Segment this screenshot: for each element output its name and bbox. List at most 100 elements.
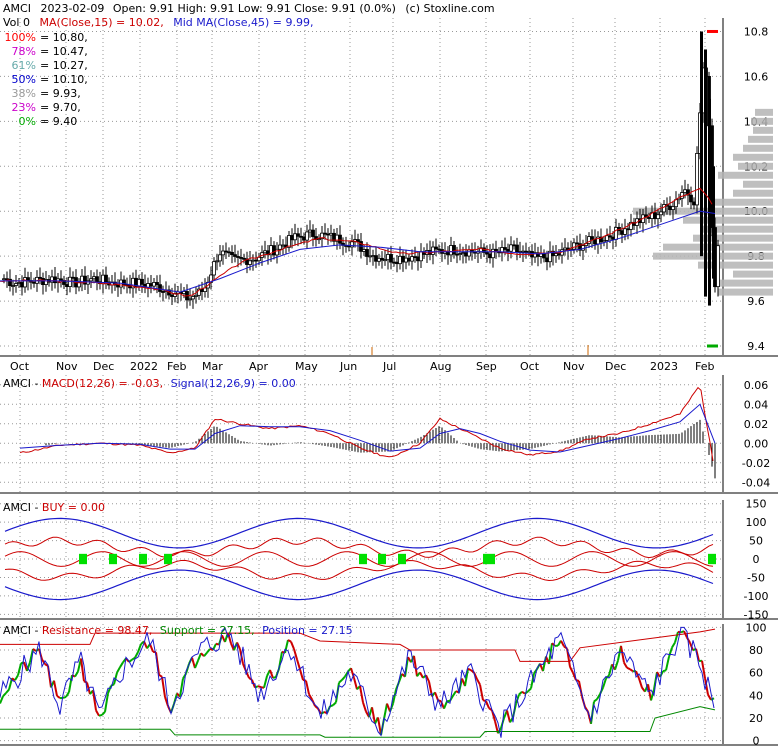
srp-price-step [518,691,523,696]
srp-price-step [596,693,601,700]
candle-body [608,235,612,238]
candle-body [263,250,267,254]
srp-price-step [194,660,199,669]
candle-body [287,235,291,248]
buy-marker [164,553,172,565]
fib-pct-label: 0% [19,115,36,128]
fib-pct-label: 61% [12,59,36,72]
candle-body [104,274,108,283]
fib-value-label: = 9.40 [40,115,77,128]
macd-panel: -0.04 -0.02 0.00 0.02 0.04 0.06 [0,375,778,494]
buy-tick-label: -150 [744,608,769,621]
srp-price-step [662,669,667,673]
candle-body [662,204,666,213]
candle-body [524,250,528,253]
candle-body [158,284,162,292]
volume-profile-bar [738,162,773,170]
srp-price-step [293,648,298,660]
candle-body [548,250,552,263]
buy-tick-label: 100 [746,516,767,529]
srp-price-step [593,698,598,703]
buy-tick-label: 150 [746,498,767,511]
srp-price-step [104,693,109,712]
srp-price-step [137,643,142,653]
candle-body [41,278,45,286]
candle-body [155,282,159,286]
volume-profile-bar [718,171,773,179]
srp-price-step [95,709,100,717]
candle-body [242,257,246,260]
srp-price-step [521,690,526,695]
srp-price-step [425,674,430,682]
srp-tick-label: 80 [749,644,763,657]
srp-price-step [620,645,625,663]
candle-body [410,256,414,262]
buy-marker [483,553,495,565]
x-tick-label: Jun [339,360,357,373]
candle-body [614,226,618,240]
fib-pct-label: 78% [12,45,36,58]
candle-body [380,257,384,261]
candle-body [545,257,549,263]
candle-body [464,252,468,257]
candle-body [227,251,231,254]
candle-body [431,246,435,255]
volume-profile-bar [755,108,773,116]
candle-body [449,245,453,256]
fib-pct-label: 38% [12,87,36,100]
candle-body [188,298,192,301]
srp-price-step [263,675,268,688]
candle-body [587,236,591,244]
candle-body [692,201,696,206]
candle-body [152,282,156,287]
srp-price-step [707,694,712,701]
x-tick-label: 2022 [130,360,158,373]
srp-price-step [80,658,85,682]
candle-body [686,189,690,196]
srp-price-step [53,680,58,697]
srp-price-step [701,660,706,679]
srp-price-step [413,655,418,677]
buy-marker [398,553,406,565]
fib-value-label: = 9.70, [40,101,81,114]
x-tick-label: Mar [202,360,223,373]
volume-profile-bar [703,225,773,233]
srp-price-step [236,642,241,650]
candle-body [161,291,165,293]
candle-body [446,251,450,256]
candle-body [398,255,402,265]
candle-body [368,255,372,258]
candle-body [182,291,186,294]
macd-tick-label: 0.04 [744,398,769,411]
macd-tick-label: -0.04 [742,476,770,489]
x-tick-label: Oct [520,360,540,373]
x-tick-label: Aug [430,360,451,373]
buy-tick-label: 0 [753,553,760,566]
support-line [0,706,716,738]
srp-price-step [41,658,46,665]
candle-body [296,233,300,237]
candle-body [452,245,456,255]
x-tick-label: Oct [10,360,30,373]
fib-levels-legend: 100% = 10.80, 78% = 10.47, 61% = 10.27, 50% = 1… [5,31,88,128]
ma45-line [0,210,716,293]
fib-value-label: = 10.10, [40,73,88,86]
candle-body [2,278,6,281]
srp-price-step [650,689,655,701]
candle-body [272,245,276,256]
candle-body [668,205,672,210]
candle-body [257,256,261,262]
candle-body [92,276,96,280]
candle-body [17,282,21,284]
srp-price-step [527,687,532,693]
srp-price-step [191,657,196,669]
volume-profile-bar [683,216,773,224]
candle-body [458,253,462,256]
srp-price-step [668,647,673,658]
resistance-support-panel: 0 20 40 60 80 100 [0,621,778,746]
srp-price-step [614,660,619,671]
candle-body [218,254,222,262]
candle-body [407,257,411,262]
srp-price-step [74,670,79,678]
candle-body [389,254,393,263]
